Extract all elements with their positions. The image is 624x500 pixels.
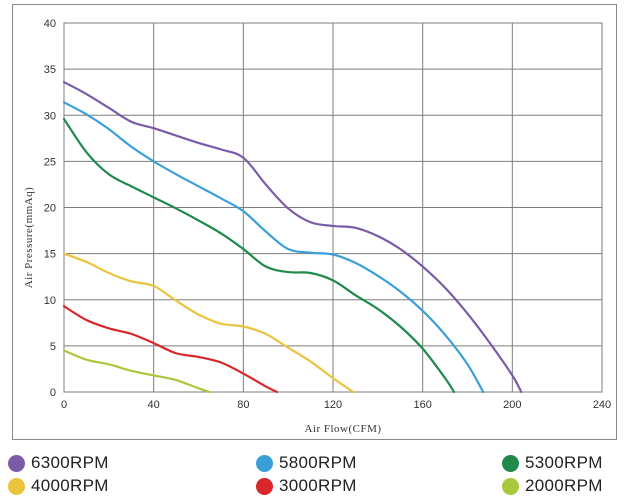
legend-item-6300rpm: 6300RPM — [8, 452, 109, 474]
legend-item-5800rpm: 5800RPM — [256, 452, 357, 474]
legend-item-4000rpm: 4000RPM — [8, 475, 109, 497]
y-tick-label: 40 — [44, 18, 56, 30]
plot-border — [63, 22, 603, 393]
legend-label: 5800RPM — [279, 453, 357, 472]
legend-marker — [502, 454, 519, 472]
legend-marker — [8, 454, 25, 472]
y-tick-label: 15 — [44, 249, 56, 261]
y-axis-title: Air Pressure(mmAq) — [23, 187, 35, 289]
y-tick-label: 20 — [44, 203, 56, 215]
x-axis-title: Air Flow(CFM) — [304, 423, 381, 435]
legend-label: 3000RPM — [279, 476, 357, 495]
series-line-6300rpm — [62, 80, 523, 394]
series-line-5300rpm — [62, 117, 456, 394]
y-tick-label: 0 — [50, 387, 56, 399]
x-tick-label: 120 — [324, 399, 342, 411]
chart-legend: 6300RPM 5800RPM 5300RPM 4000RPM 3000RPM 2000R… — [0, 452, 624, 500]
y-tick-label: 10 — [44, 295, 56, 307]
y-tick-label: 30 — [44, 110, 56, 122]
x-tick-label: 80 — [237, 399, 249, 411]
legend-item-3000rpm: 3000RPM — [256, 475, 357, 497]
x-tick-label: 0 — [61, 399, 67, 411]
y-tick-label: 35 — [44, 64, 56, 76]
x-tick-label: 160 — [413, 399, 431, 411]
legend-marker — [8, 477, 25, 495]
series-line-5800rpm — [62, 101, 485, 394]
legend-item-2000rpm: 2000RPM — [502, 475, 603, 497]
y-tick-label: 5 — [50, 341, 56, 353]
legend-marker — [502, 477, 519, 495]
legend-marker — [256, 454, 273, 472]
chart-frame — [12, 4, 617, 440]
series-line-3000rpm — [62, 305, 279, 394]
chart-plot: 0 40 80 120 160 200 240 0 5 10 15 20 25 30 35 40 Air Flo… — [23, 18, 611, 435]
legend-label: 6300RPM — [31, 453, 109, 472]
legend-label: 4000RPM — [31, 476, 109, 495]
series-line-2000rpm — [62, 349, 211, 394]
legend-label: 2000RPM — [525, 476, 603, 495]
legend-marker — [256, 477, 273, 495]
series-line-4000rpm — [62, 252, 355, 394]
y-tick-label: 25 — [44, 156, 56, 168]
x-tick-label: 200 — [503, 399, 521, 411]
legend-item-5300rpm: 5300RPM — [502, 452, 603, 474]
x-tick-label: 240 — [593, 399, 611, 411]
legend-label: 5300RPM — [525, 453, 603, 472]
x-tick-label: 40 — [148, 399, 160, 411]
